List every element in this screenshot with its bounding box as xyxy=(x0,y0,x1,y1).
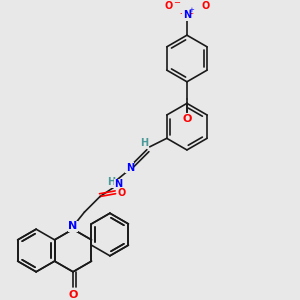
Text: O: O xyxy=(182,114,192,124)
Text: N: N xyxy=(68,221,78,231)
Text: N: N xyxy=(114,179,122,189)
Text: O: O xyxy=(68,290,78,299)
Text: O: O xyxy=(164,1,172,11)
Text: N: N xyxy=(183,10,191,20)
Text: +: + xyxy=(188,7,194,13)
Text: H: H xyxy=(107,177,116,187)
Text: O: O xyxy=(202,1,210,11)
Text: −: − xyxy=(173,0,180,7)
Text: O: O xyxy=(118,188,126,198)
Text: H: H xyxy=(140,138,148,148)
Text: N: N xyxy=(126,163,134,172)
